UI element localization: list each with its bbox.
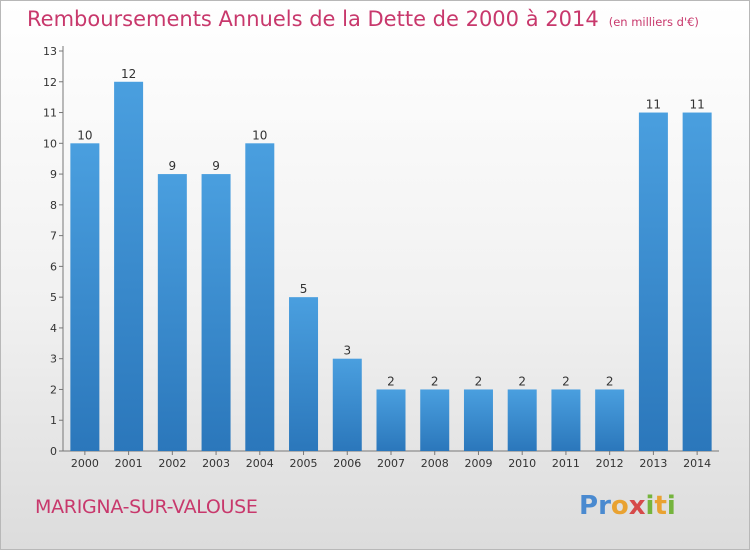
bar-value-label: 11: [689, 98, 704, 112]
bar-value-label: 10: [252, 128, 267, 142]
brand-letter: r: [598, 491, 611, 521]
chart-title: Remboursements Annuels de la Dette de 20…: [27, 7, 599, 31]
x-tick-label: 2005: [290, 457, 318, 470]
y-tick-label: 4: [50, 322, 57, 335]
x-tick-label: 2003: [202, 457, 230, 470]
brand-letter: x: [628, 491, 646, 521]
bar: [201, 174, 231, 452]
bar: [463, 389, 493, 451]
x-tick-label: 2004: [246, 457, 274, 470]
y-tick-label: 3: [50, 353, 57, 366]
brand-logo: Proxiti: [579, 491, 676, 521]
bar-value-label: 9: [212, 159, 220, 173]
x-tick-label: 2006: [333, 457, 361, 470]
bar-value-label: 2: [431, 374, 439, 388]
y-tick-label: 7: [50, 230, 57, 243]
x-tick-label: 2000: [71, 457, 99, 470]
bar-value-label: 5: [300, 282, 308, 296]
bar: [420, 389, 450, 451]
y-tick-label: 12: [43, 76, 57, 89]
y-tick-label: 13: [43, 45, 57, 58]
bar: [507, 389, 537, 451]
brand-letter: i: [645, 491, 655, 521]
y-tick-label: 1: [50, 414, 57, 427]
bar-value-label: 9: [169, 159, 177, 173]
commune-name: MARIGNA-SUR-VALOUSE: [35, 496, 258, 518]
bar-value-label: 3: [343, 344, 351, 358]
x-tick-label: 2007: [377, 457, 405, 470]
y-tick-label: 9: [50, 168, 57, 181]
y-tick-label: 10: [43, 137, 57, 150]
bar: [638, 112, 668, 452]
brand-letter: i: [666, 491, 676, 521]
bar-value-label: 10: [77, 128, 92, 142]
bar-value-label: 2: [562, 374, 570, 388]
x-tick-label: 2002: [158, 457, 186, 470]
x-tick-label: 2011: [552, 457, 580, 470]
bar: [70, 143, 100, 452]
title-row: Remboursements Annuels de la Dette de 20…: [27, 7, 699, 31]
bar: [289, 297, 319, 451]
y-tick-label: 11: [43, 107, 57, 120]
bar: [157, 174, 187, 452]
x-tick-label: 2009: [464, 457, 492, 470]
bar-value-label: 2: [518, 374, 526, 388]
bar: [682, 112, 712, 452]
x-tick-label: 2001: [115, 457, 143, 470]
bar: [114, 81, 144, 452]
y-tick-label: 8: [50, 199, 57, 212]
x-tick-label: 2012: [596, 457, 624, 470]
bar: [332, 358, 362, 451]
bar: [376, 389, 406, 451]
y-tick-label: 5: [50, 291, 57, 304]
y-tick-label: 2: [50, 383, 57, 396]
y-tick-label: 6: [50, 260, 57, 273]
y-tick-label: 0: [50, 445, 57, 458]
brand-letter: t: [654, 491, 667, 521]
bar: [551, 389, 581, 451]
x-tick-label: 2014: [683, 457, 711, 470]
bar: [245, 143, 275, 452]
bar-value-label: 2: [387, 374, 395, 388]
brand-letter: o: [610, 491, 629, 521]
x-tick-label: 2010: [508, 457, 536, 470]
bar: [595, 389, 625, 451]
bar-value-label: 12: [121, 67, 136, 81]
bar-value-label: 2: [606, 374, 614, 388]
x-tick-label: 2013: [639, 457, 667, 470]
x-tick-label: 2008: [421, 457, 449, 470]
bar-value-label: 2: [475, 374, 483, 388]
brand-letter: P: [579, 491, 599, 521]
bar-value-label: 11: [646, 98, 661, 112]
chart-subtitle: (en milliers d'€): [608, 15, 699, 29]
